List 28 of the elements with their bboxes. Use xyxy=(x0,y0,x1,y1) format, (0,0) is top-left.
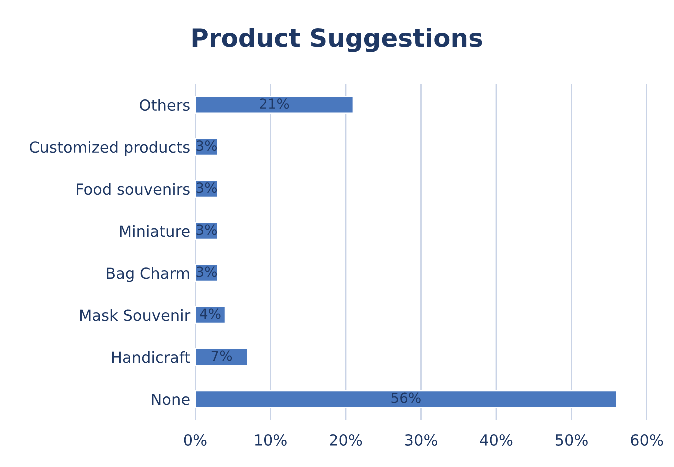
y-tick-label: None xyxy=(152,394,190,406)
bar xyxy=(195,390,618,408)
y-tick-label: Customized products xyxy=(30,141,190,156)
bar xyxy=(195,306,226,324)
x-tick-label: 20% xyxy=(330,434,362,446)
x-tick-label: 40% xyxy=(480,434,513,446)
bar xyxy=(195,348,249,366)
x-tick-label: 0% xyxy=(184,434,207,446)
data-label: 3% xyxy=(196,224,217,236)
y-tick-label: Bag Charm xyxy=(107,267,190,282)
data-label: 56% xyxy=(392,392,421,404)
y-tick-label: Handicraft xyxy=(112,351,190,364)
chart-title: Product Suggestions xyxy=(192,28,482,52)
y-tick-label: Miniature xyxy=(120,225,190,238)
x-tick-label: 30% xyxy=(405,434,438,446)
x-tick-label: 50% xyxy=(556,434,588,446)
data-label: 3% xyxy=(196,266,217,278)
y-tick-label: Others xyxy=(140,99,190,112)
data-label: 3% xyxy=(196,182,217,194)
data-label: 7% xyxy=(212,350,232,362)
x-tick-label: 60% xyxy=(631,434,664,446)
y-tick-label: Mask Souvenir xyxy=(80,309,191,322)
bar xyxy=(195,96,354,114)
data-label: 4% xyxy=(200,308,221,320)
x-tick-label: 10% xyxy=(255,434,287,446)
y-tick-label: Food souvenirs xyxy=(77,183,190,196)
data-label: 21% xyxy=(260,98,290,110)
data-label: 3% xyxy=(196,140,217,152)
